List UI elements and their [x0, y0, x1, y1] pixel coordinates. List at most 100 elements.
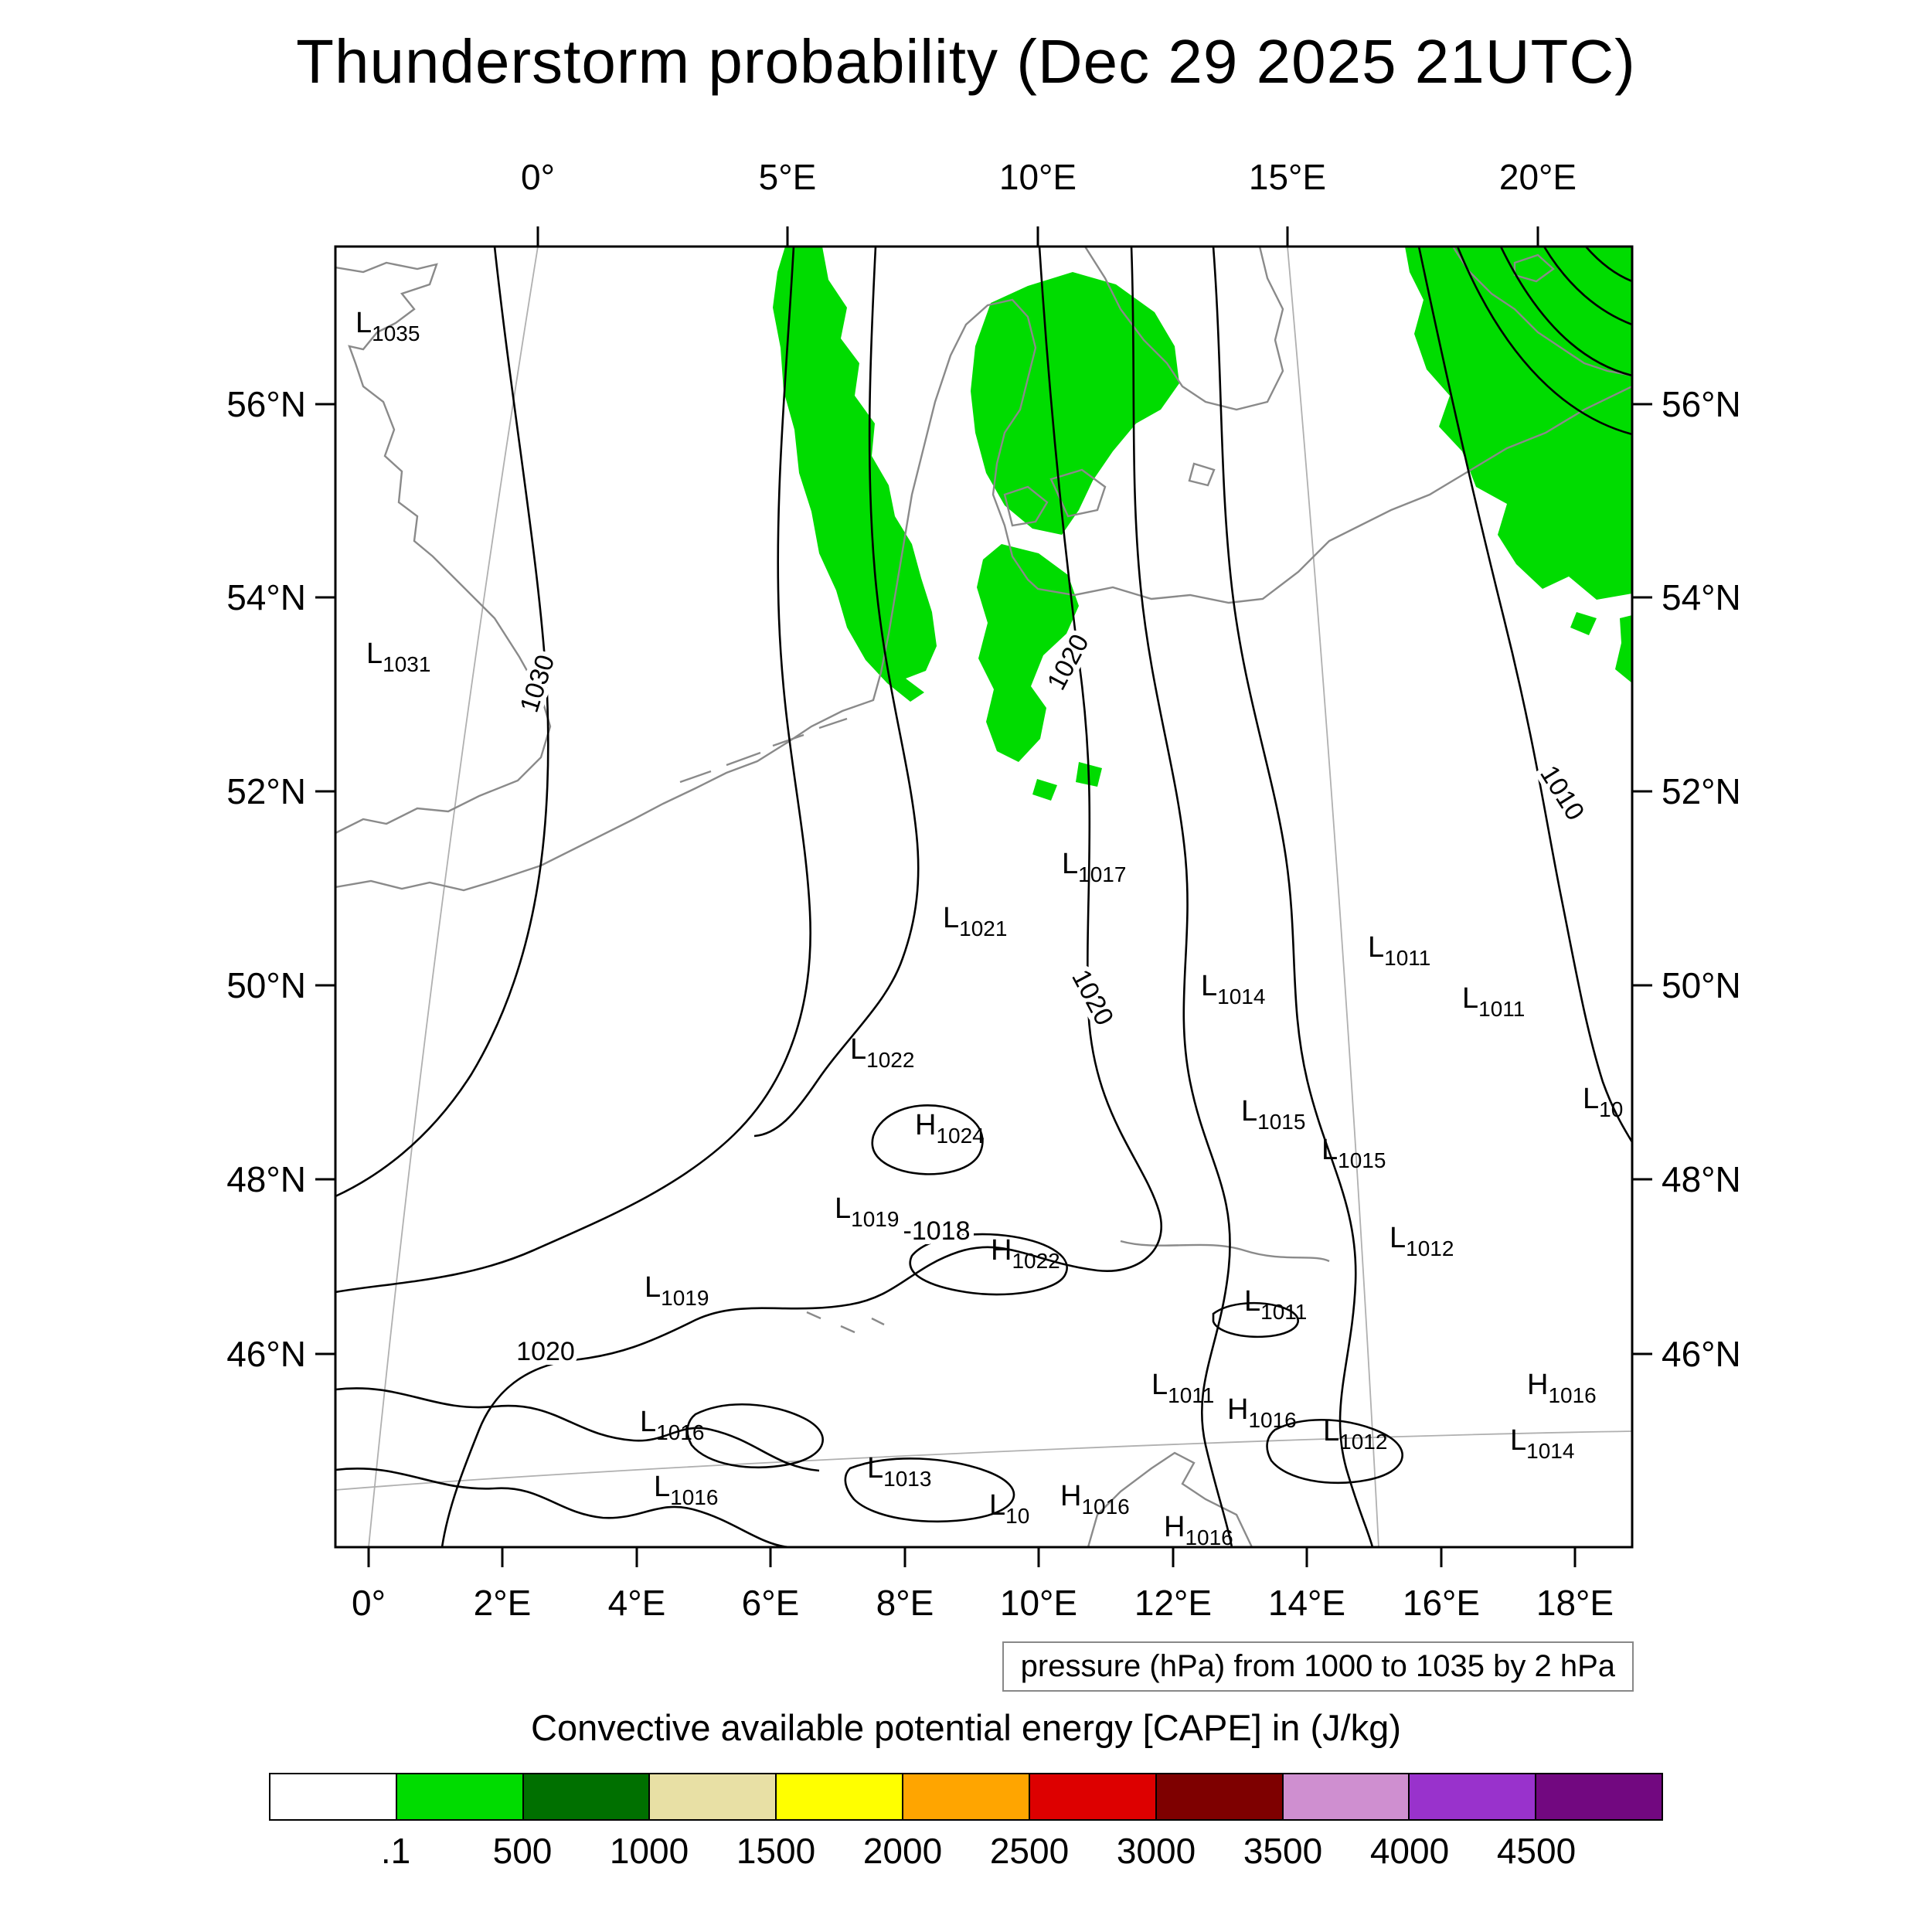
left-axis-label: 48°N: [226, 1159, 306, 1199]
colorbar-title: Convective available potential energy [C…: [531, 1707, 1401, 1748]
left-axis-label: 52°N: [226, 771, 306, 811]
isobar-value-label: -1018: [903, 1216, 971, 1246]
pressure-center-label: L1016: [640, 1406, 704, 1444]
cape-region-north-sea: [773, 247, 937, 702]
colorbar: .1 500 1000 1500 2000 2500 3000 3500 4000 4500: [269, 1773, 1663, 1884]
colorbar-cells: [269, 1773, 1663, 1821]
bottom-axis-label: 14°E: [1268, 1583, 1345, 1623]
page-title: Thunderstorm probability (Dec 29 2025 21…: [296, 27, 1636, 96]
isobar: [1212, 247, 1374, 1547]
colorbar-cell: [396, 1774, 524, 1819]
right-axis-label: 50°N: [1662, 965, 1741, 1005]
colorbar-cell: [650, 1774, 777, 1819]
isobar-closed-h1024: [871, 1104, 984, 1175]
colorbar-tick-label: 2500: [989, 1831, 1070, 1871]
coastlines-group: [335, 247, 1632, 1547]
colorbar-tick-label: 4500: [1496, 1831, 1577, 1871]
axes-layer: 0° 5°E 10°E 15°E 20°E 0° 2°E 4°E 6°E 8°E 10°E 12°E 1…: [226, 157, 1741, 1623]
colorbar-cell: [1156, 1774, 1284, 1819]
pressure-center-label: H1016: [1527, 1369, 1597, 1407]
pressure-center-label: L10: [1583, 1083, 1623, 1121]
bottom-axis-label: 2°E: [474, 1583, 532, 1623]
right-axis-label: 46°N: [1662, 1334, 1741, 1374]
cape-fragment: [1615, 615, 1632, 683]
border-squiggle: [1120, 1240, 1330, 1263]
top-axis-label: 10°E: [999, 157, 1077, 197]
coastline-britain: [335, 261, 552, 835]
coastline-baltic-ne: [1451, 247, 1632, 377]
top-axis-label: 20°E: [1499, 157, 1577, 197]
left-axis-label: 54°N: [226, 577, 306, 617]
top-axis-label: 0°: [521, 157, 555, 197]
coastline-continent: [335, 298, 1632, 892]
colorbar-tick-label: 3500: [1243, 1831, 1323, 1871]
top-axis-label: 5°E: [759, 157, 817, 197]
pressure-caption: pressure (hPa) from 1000 to 1035 by 2 hP…: [1002, 1641, 1634, 1692]
isobar-corner: [1585, 247, 1632, 283]
isobar-1020: [440, 247, 1162, 1547]
pressure-center-label: H1016: [1060, 1480, 1130, 1519]
isobar: [335, 247, 811, 1294]
isobar-value-label: 1020: [516, 1337, 575, 1366]
colorbar-tick-label: 4000: [1369, 1831, 1450, 1871]
colorbar-cell: [523, 1774, 651, 1819]
pressure-center-label: L1013: [867, 1452, 931, 1491]
alpine-lakes: [806, 1311, 885, 1334]
cape-region-denmark: [971, 272, 1179, 535]
isobar: [1130, 247, 1233, 1547]
colorbar-tick-label: .1: [380, 1831, 411, 1871]
isobar-corner: [1456, 247, 1632, 436]
coastline-funen: [1003, 485, 1049, 527]
isobar-closed: [1212, 1301, 1299, 1338]
map-frame: [334, 245, 1634, 1549]
cape-region-schleswig: [977, 544, 1079, 762]
colorbar-tick-label: 500: [492, 1831, 553, 1871]
pressure-center-label: L1011: [1462, 982, 1525, 1021]
coastline-frisian-islands: [679, 717, 848, 784]
right-axis-label: 48°N: [1662, 1159, 1741, 1199]
coastline-zealand: [1049, 468, 1107, 518]
pressure-center-label: L1011: [1368, 931, 1430, 970]
bottom-axis-label: 18°E: [1536, 1583, 1614, 1623]
cape-region-northeast: [1405, 247, 1632, 600]
colorbar-cell: [1283, 1774, 1410, 1819]
right-axis-label: 54°N: [1662, 577, 1741, 617]
pressure-center-label: L1016: [654, 1471, 718, 1509]
pressure-center-label: L1012: [1323, 1415, 1387, 1454]
pressure-center-label: L1017: [1062, 848, 1126, 886]
pressure-center-label: L1011: [1244, 1285, 1307, 1324]
bottom-axis-label: 8°E: [876, 1583, 934, 1623]
pressure-center-label: L1014: [1201, 970, 1265, 1009]
isobar-corner: [1499, 247, 1632, 377]
bottom-axis-label: 16°E: [1403, 1583, 1480, 1623]
pressure-center-label: H1024: [915, 1109, 985, 1148]
isobar-closed: [844, 1457, 1015, 1523]
isobar-value-label: 1020: [1066, 965, 1119, 1031]
bottom-axis-label: 4°E: [608, 1583, 666, 1623]
bottom-axis-label: 0°: [352, 1583, 386, 1623]
bottom-axis-label: 6°E: [742, 1583, 800, 1623]
isobar-closed-1018: [909, 1233, 1068, 1296]
pressure-center-label: L1035: [355, 307, 420, 345]
pressure-center-label: L1012: [1389, 1222, 1454, 1260]
pressure-center-label: L1031: [366, 638, 430, 676]
isobar: [753, 247, 920, 1138]
isobar-1010: [1417, 247, 1632, 1143]
cape-fragment: [1032, 779, 1057, 801]
top-axis-label: 15°E: [1249, 157, 1326, 197]
colorbar-tick-label: 2000: [862, 1831, 943, 1871]
pressure-center-label: L1021: [943, 902, 1007, 940]
left-axis-label: 46°N: [226, 1334, 306, 1374]
isobar-1030: [335, 247, 549, 1198]
pressure-center-label: L1019: [645, 1271, 709, 1310]
isobar: [335, 1468, 789, 1547]
coastline-bornholm: [1188, 462, 1216, 487]
right-axis-label: 52°N: [1662, 771, 1741, 811]
colorbar-cell: [903, 1774, 1030, 1819]
colorbar-tick-label: 1500: [736, 1831, 816, 1871]
pressure-center-label: L1011: [1151, 1369, 1214, 1407]
left-axis-label: 56°N: [226, 384, 306, 424]
isobar-contours-group: [335, 247, 1632, 1547]
cape-shading-group: [773, 247, 1632, 801]
